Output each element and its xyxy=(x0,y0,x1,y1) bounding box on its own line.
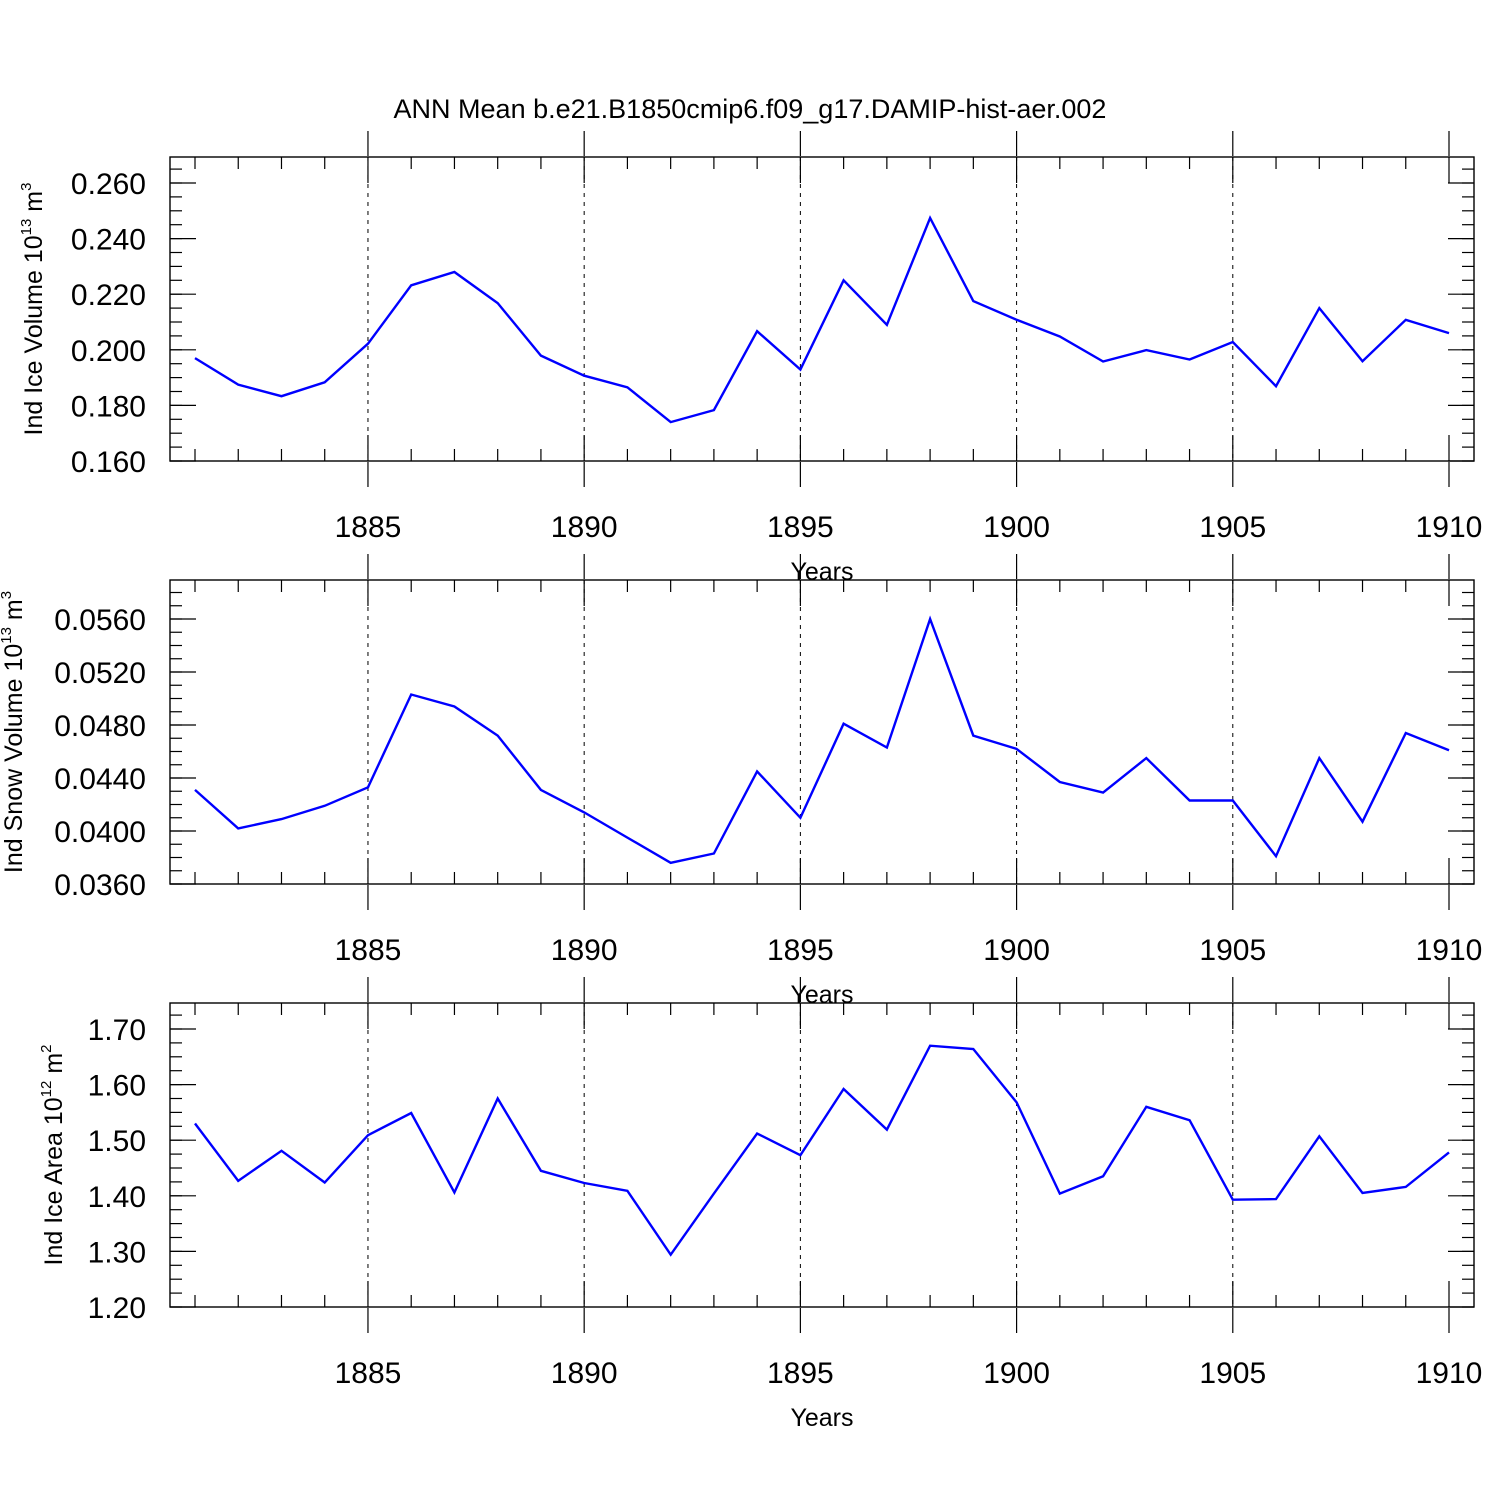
x-axis-label: Years xyxy=(790,1404,853,1432)
y-axis-label: Ind Snow Volume 1013 m3 xyxy=(0,591,28,873)
y-tick-label: 0.0360 xyxy=(54,869,146,902)
x-tick-label: 1900 xyxy=(983,511,1050,544)
y-tick-label: 0.260 xyxy=(71,168,146,201)
x-axis-label: Years xyxy=(790,981,853,1009)
x-tick-label: 1905 xyxy=(1199,1357,1266,1390)
x-tick-label: 1900 xyxy=(983,1357,1050,1390)
y-tick-label: 0.0480 xyxy=(54,710,146,743)
y-tick-label: 0.220 xyxy=(71,279,146,312)
x-tick-label: 1885 xyxy=(335,1357,402,1390)
x-tick-label: 1890 xyxy=(551,1357,618,1390)
y-tick-label: 0.0520 xyxy=(54,657,146,690)
x-tick-label: 1910 xyxy=(1416,934,1483,967)
y-tick-label: 1.70 xyxy=(88,1014,146,1047)
x-tick-label: 1885 xyxy=(335,511,402,544)
y-axis-label: Ind Ice Volume 1013 m3 xyxy=(18,183,48,436)
x-tick-label: 1895 xyxy=(767,1357,834,1390)
panel-snow-volume: 0.0360 0.0400 0.0440 0.0480 0.0520 0.0560 1885… xyxy=(0,554,1482,1009)
x-tick-label: 1885 xyxy=(335,934,402,967)
y-tick-label: 0.200 xyxy=(71,335,146,368)
x-tick-label: 1905 xyxy=(1199,934,1266,967)
x-tick-label: 1900 xyxy=(983,934,1050,967)
y-tick-label: 1.20 xyxy=(88,1292,146,1325)
plot-frame xyxy=(169,579,1475,885)
series-line xyxy=(194,1044,1450,1257)
x-tick-label: 1910 xyxy=(1416,511,1483,544)
chart-title: ANN Mean b.e21.B1850cmip6.f09_g17.DAMIP-… xyxy=(394,94,1107,124)
y-tick-label: 0.180 xyxy=(71,390,146,423)
y-tick-label: 0.0440 xyxy=(54,763,146,796)
x-tick-label: 1890 xyxy=(551,934,618,967)
y-tick-label: 1.50 xyxy=(88,1125,146,1158)
x-tick-label: 1895 xyxy=(767,511,834,544)
x-tick-label: 1890 xyxy=(551,511,618,544)
y-tick-label: 0.160 xyxy=(71,446,146,479)
plot-frame xyxy=(169,156,1475,462)
plot-frame xyxy=(169,1002,1475,1308)
x-tick-label: 1895 xyxy=(767,934,834,967)
y-tick-label: 1.40 xyxy=(88,1181,146,1214)
panel-ice-area: 1.20 1.30 1.40 1.50 1.60 1.70 1885 1890 1895 1900… xyxy=(38,977,1482,1432)
series-line xyxy=(194,215,1450,424)
y-tick-label: 0.0400 xyxy=(54,816,146,849)
y-tick-label: 0.240 xyxy=(71,224,146,257)
y-tick-label: 1.30 xyxy=(88,1236,146,1269)
x-tick-label: 1910 xyxy=(1416,1357,1483,1390)
y-tick-label: 0.0560 xyxy=(54,604,146,637)
x-tick-label: 1905 xyxy=(1199,511,1266,544)
y-tick-label: 1.60 xyxy=(88,1070,146,1103)
series-line xyxy=(194,615,1450,865)
y-axis-label: Ind Ice Area 1012 m2 xyxy=(38,1045,68,1266)
x-axis-label: Years xyxy=(790,558,853,586)
panel-ice-volume: 0.160 0.180 0.200 0.220 0.240 0.260 1885 1890 18… xyxy=(18,131,1482,586)
